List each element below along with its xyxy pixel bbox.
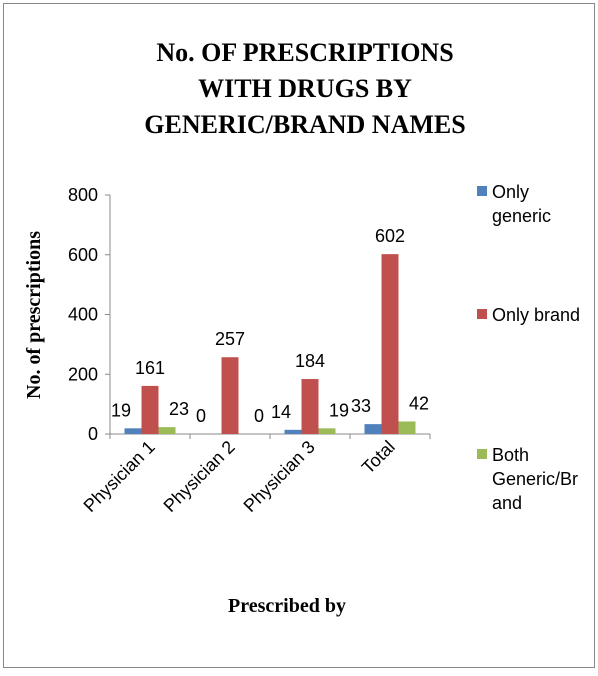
data-label: 0 (254, 406, 264, 426)
bar (221, 357, 239, 434)
legend-label: Both Generic/Brand (492, 445, 579, 513)
y-tick-label: 600 (68, 245, 98, 265)
data-label: 161 (135, 358, 165, 378)
chart-border (3, 3, 595, 668)
chart-title-line: WITH DRUGS BY (198, 74, 412, 103)
legend-swatch (477, 309, 487, 319)
data-label: 184 (295, 351, 325, 371)
data-label: 0 (196, 406, 206, 426)
bar (301, 379, 319, 434)
y-tick-label: 200 (68, 364, 98, 384)
bar (364, 424, 382, 434)
data-label: 33 (351, 396, 371, 416)
legend-label: Only generic (492, 182, 552, 226)
data-label: 14 (271, 402, 291, 422)
bar (158, 427, 176, 434)
data-label: 602 (375, 226, 405, 246)
data-label: 257 (215, 329, 245, 349)
chart-title-line: No. OF PRESCRIPTIONS (156, 38, 453, 67)
bar (398, 421, 416, 434)
y-tick-label: 0 (88, 424, 98, 444)
bar (318, 428, 336, 434)
legend-swatch (477, 186, 487, 196)
y-tick-label: 400 (68, 305, 98, 325)
bar (284, 429, 302, 434)
bar (124, 428, 142, 434)
x-axis-title: Prescribed by (228, 595, 346, 617)
data-label: 23 (169, 399, 189, 419)
y-tick-label: 800 (68, 185, 98, 205)
legend-swatch (477, 449, 487, 459)
data-label: 19 (111, 400, 131, 420)
legend-label: Only brand (492, 305, 581, 325)
bar (141, 385, 159, 434)
data-label: 19 (329, 400, 349, 420)
bar (381, 254, 399, 434)
y-axis-title: No. of prescriptions (23, 231, 45, 399)
chart-title-line: GENERIC/BRAND NAMES (144, 110, 465, 139)
data-label: 42 (409, 393, 429, 413)
